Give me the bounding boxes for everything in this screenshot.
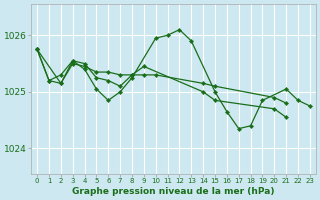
X-axis label: Graphe pression niveau de la mer (hPa): Graphe pression niveau de la mer (hPa) (72, 187, 275, 196)
